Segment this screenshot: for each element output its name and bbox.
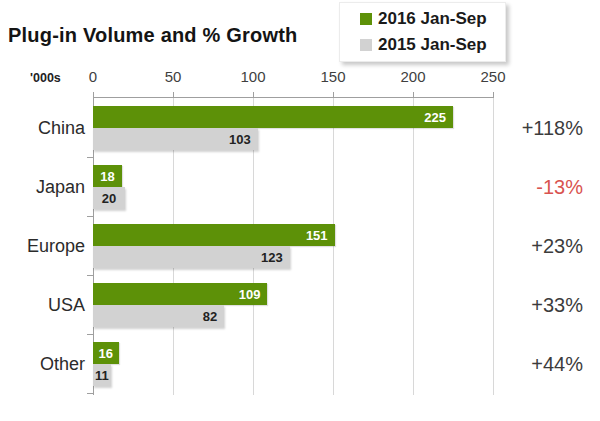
bar-value-label: 225 [424, 110, 446, 125]
bar-2015-japan: 20 [93, 187, 125, 209]
legend: 2016 Jan-Sep 2015 Jan-Sep [339, 2, 506, 62]
x-axis-line [93, 97, 494, 98]
bar-2015-other: 11 [93, 364, 111, 386]
category-label-usa: USA [0, 294, 85, 316]
bar-2015-europe: 123 [93, 246, 290, 268]
bar-2016-china: 225 [93, 106, 453, 128]
plugin-volume-chart: Plug-in Volume and % Growth 2016 Jan-Sep… [0, 0, 600, 421]
y-axis-tick-mark [87, 334, 93, 335]
bar-value-label: 20 [102, 191, 116, 206]
x-axis-tick-label: 250 [463, 68, 523, 85]
growth-label-other: +44% [531, 353, 583, 375]
gridline [333, 97, 334, 395]
y-axis-tick-mark [87, 157, 93, 158]
legend-swatch-2016-icon [360, 13, 372, 25]
gridline [413, 97, 414, 395]
axis-unit-label: '000s [30, 71, 61, 85]
bar-value-label: 109 [239, 287, 261, 302]
bar-2016-japan: 18 [93, 165, 122, 187]
category-label-japan: Japan [0, 176, 85, 198]
category-label-other: Other [0, 353, 85, 375]
x-axis-tick-label: 50 [143, 68, 203, 85]
legend-item-2015: 2015 Jan-Sep [360, 35, 505, 55]
legend-label-2016: 2016 Jan-Sep [378, 9, 487, 29]
bar-2016-europe: 151 [93, 224, 335, 246]
bar-2016-usa: 109 [93, 283, 267, 305]
x-axis-tick-label: 100 [223, 68, 283, 85]
category-label-europe: Europe [0, 235, 85, 257]
growth-label-japan: -13% [536, 176, 583, 198]
legend-item-2016: 2016 Jan-Sep [360, 9, 505, 29]
bar-value-label: 16 [99, 346, 113, 361]
bar-value-label: 151 [306, 228, 328, 243]
bar-2015-usa: 82 [93, 305, 224, 327]
legend-swatch-2015-icon [360, 39, 372, 51]
gridline [493, 97, 494, 395]
bar-value-label: 11 [95, 368, 109, 383]
x-axis-tick-label: 0 [63, 68, 123, 85]
growth-label-usa: +33% [531, 294, 583, 316]
x-axis-tick-label: 150 [303, 68, 363, 85]
y-axis-tick-mark [87, 393, 93, 394]
growth-label-europe: +23% [531, 235, 583, 257]
bar-2015-china: 103 [93, 128, 258, 150]
bar-value-label: 123 [261, 250, 283, 265]
bar-value-label: 82 [203, 309, 217, 324]
bar-value-label: 18 [100, 169, 114, 184]
bar-value-label: 103 [229, 132, 251, 147]
bar-2016-other: 16 [93, 342, 119, 364]
y-axis-tick-mark [87, 216, 93, 217]
growth-label-china: +118% [522, 117, 583, 139]
page-title: Plug-in Volume and % Growth [8, 24, 297, 47]
category-label-china: China [0, 117, 85, 139]
legend-label-2015: 2015 Jan-Sep [378, 35, 487, 55]
x-axis-tick-label: 200 [383, 68, 443, 85]
y-axis-tick-mark [87, 275, 93, 276]
